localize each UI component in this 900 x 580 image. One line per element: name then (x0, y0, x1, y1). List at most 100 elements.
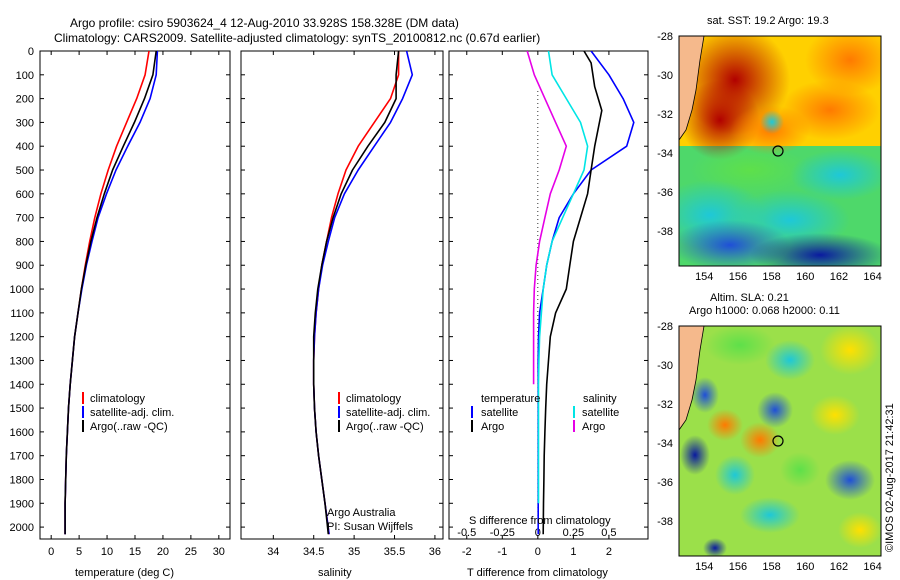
map-y-tick-label: -28 (657, 321, 673, 333)
map-y-tick-label: -30 (657, 360, 673, 372)
salinity-panel (240, 50, 444, 540)
sla-map: Altim. SLA: 0.21 Argo h1000: 0.068 h2000… (678, 292, 882, 557)
map-x-tick-label: 158 (762, 271, 780, 283)
legend-label-t-satellite: satellite (481, 407, 518, 419)
legend-title-temperature: temperature (481, 393, 540, 405)
argo-location-marker (772, 435, 784, 447)
s-tick-label: -0.25 (490, 527, 515, 539)
axes-layer: 0100200300400500600700800900100011001200… (10, 31, 882, 573)
difference-t-satellite-line (537, 51, 635, 535)
salinity-series-group (312, 51, 414, 535)
salinity-argo-raw-qc--line (312, 51, 400, 535)
temperature-panel (39, 50, 231, 540)
difference-xlabel: T difference from climatology (467, 567, 608, 579)
argo-location-marker (772, 145, 784, 157)
map-y-tick-label: -28 (657, 31, 673, 43)
legend-label-climatology: climatology (346, 393, 402, 405)
map-x-tick-label: 156 (729, 271, 747, 283)
map-y-tick-label: -32 (657, 109, 673, 121)
y-tick-label: 100 (16, 70, 34, 82)
y-tick-label: 1400 (10, 379, 34, 391)
salinity-climatology-line (312, 51, 400, 535)
sla-map-title-1: Altim. SLA: 0.21 (710, 292, 789, 304)
y-tick-label: 800 (16, 236, 34, 248)
map-y-tick-label: -36 (657, 477, 673, 489)
difference-t-argo-line (542, 51, 603, 535)
y-tick-label: 700 (16, 213, 34, 225)
temperature-satellite-adj-clim--line (64, 51, 159, 535)
y-tick-label: 200 (16, 94, 34, 106)
legend-title-salinity: salinity (583, 393, 617, 405)
map-x-tick-label: 160 (796, 561, 814, 573)
sla-map-title-2: Argo h1000: 0.068 h2000: 0.11 (689, 305, 840, 317)
s-tick-label: 0.5 (601, 527, 616, 539)
x-tick-label: 15 (129, 546, 141, 558)
x-tick-label: 35.5 (384, 546, 405, 558)
x-tick-label: 5 (76, 546, 82, 558)
y-tick-label: 0 (28, 46, 34, 58)
sst-map-title: sat. SST: 19.2 Argo: 19.3 (707, 15, 829, 27)
map-x-tick-label: 160 (796, 271, 814, 283)
y-tick-label: 1100 (10, 308, 34, 320)
map-y-tick-label: -38 (657, 226, 673, 238)
s-tick-label: 0.25 (563, 527, 584, 539)
map-x-tick-label: 154 (695, 271, 713, 283)
header-line-1: Argo profile: csiro 5903624_4 12-Aug-201… (70, 16, 459, 30)
legend-label-climatology: climatology (90, 393, 146, 405)
map-x-tick-label: 156 (729, 561, 747, 573)
legend-label-satellite: satellite-adj. clim. (346, 407, 430, 419)
temperature-legend: climatology satellite-adj. clim. Argo(..… (82, 392, 174, 433)
x-tick-label: 36 (429, 546, 441, 558)
legend-label-t-argo: Argo (481, 421, 504, 433)
difference-s-argo-line (526, 51, 568, 385)
difference-panel (448, 50, 649, 540)
header-line-2: Climatology: CARS2009. Satellite-adjuste… (54, 31, 540, 45)
map-x-tick-label: 154 (695, 561, 713, 573)
map-y-tick-label: -34 (657, 148, 673, 160)
map-y-tick-label: -36 (657, 187, 673, 199)
legend-label-argo: Argo(..raw -QC) (90, 421, 168, 433)
map-x-tick-label: 162 (830, 271, 848, 283)
salinity-xlabel: salinity (318, 567, 352, 579)
y-tick-label: 1900 (10, 498, 34, 510)
temperature-series-group (64, 51, 159, 535)
map-y-tick-label: -32 (657, 399, 673, 411)
y-tick-label: 500 (16, 165, 34, 177)
annotation-argo-australia: Argo Australia (327, 507, 396, 519)
y-tick-label: 1700 (10, 451, 34, 463)
difference-s-satellite-line (537, 51, 589, 504)
y-tick-label: 1300 (10, 355, 34, 367)
y-tick-label: 2000 (10, 522, 34, 534)
y-tick-label: 1600 (10, 427, 34, 439)
x-tick-label: -1 (497, 546, 507, 558)
map-y-tick-label: -30 (657, 70, 673, 82)
legend-label-argo: Argo(..raw -QC) (346, 421, 424, 433)
x-tick-label: 25 (185, 546, 197, 558)
temperature-xlabel: temperature (deg C) (75, 567, 174, 579)
annotation-pi: PI: Susan Wijffels (327, 521, 413, 533)
x-tick-label: 34.5 (303, 546, 324, 558)
map-x-tick-label: 158 (762, 561, 780, 573)
y-tick-label: 1200 (10, 332, 34, 344)
x-tick-label: 20 (157, 546, 169, 558)
y-tick-label: 1800 (10, 474, 34, 486)
x-tick-label: 2 (606, 546, 612, 558)
x-tick-label: 30 (213, 546, 225, 558)
x-tick-label: 10 (101, 546, 113, 558)
y-tick-label: 1500 (10, 403, 34, 415)
temperature-argo-raw-qc--line (64, 51, 157, 535)
x-tick-label: -2 (462, 546, 472, 558)
legend-label-satellite: satellite-adj. clim. (90, 407, 174, 419)
y-tick-label: 400 (16, 141, 34, 153)
legend-label-s-argo: Argo (582, 421, 605, 433)
legend-label-s-satellite: satellite (582, 407, 619, 419)
temperature-climatology-line (64, 51, 150, 535)
s-tick-label: -0.5 (457, 527, 476, 539)
x-tick-label: 0 (535, 546, 541, 558)
y-tick-label: 300 (16, 117, 34, 129)
y-tick-label: 1000 (10, 284, 34, 296)
difference-legend: temperature salinity satellite Argo sate… (471, 393, 619, 433)
map-y-tick-label: -38 (657, 516, 673, 528)
imos-credit: ©IMOS 02-Aug-2017 21:42:31 (884, 403, 896, 552)
